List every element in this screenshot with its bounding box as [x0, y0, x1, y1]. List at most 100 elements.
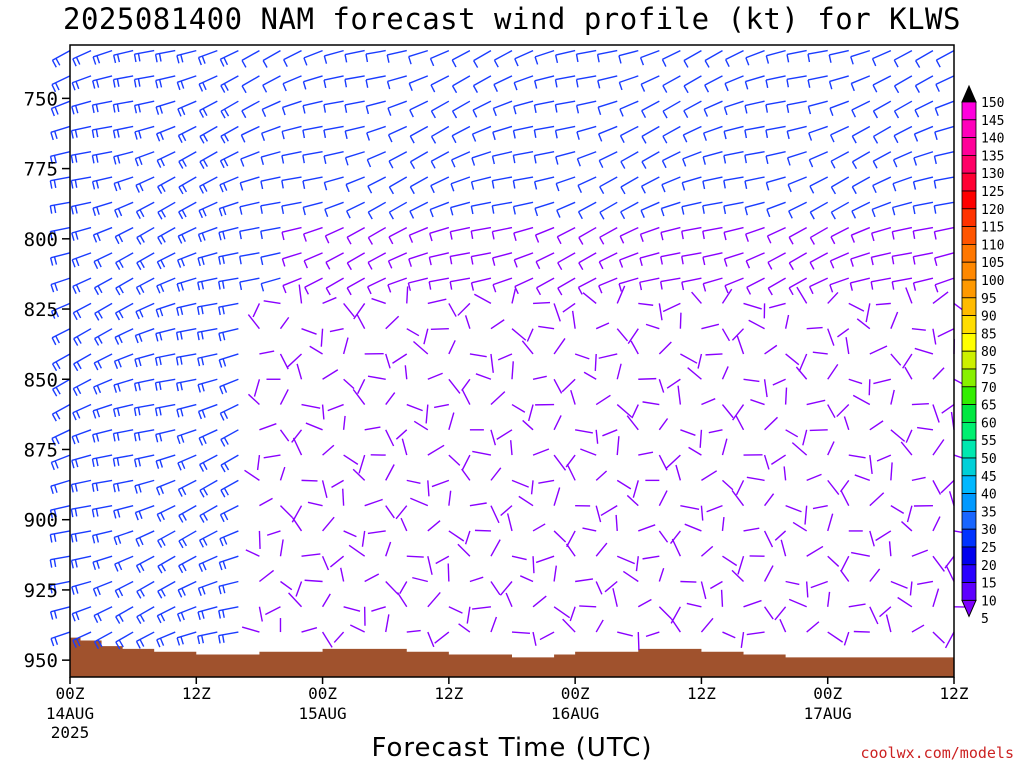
wind-barb [532, 448, 550, 456]
wind-barb [327, 403, 344, 412]
wind-barb [134, 353, 155, 368]
wind-barb [365, 49, 386, 63]
wind-barb [197, 580, 218, 596]
wind-barb [700, 617, 714, 633]
wind-barb [598, 252, 618, 270]
wind-barb [356, 314, 366, 330]
wind-barb [323, 176, 344, 191]
wind-barb [112, 49, 134, 64]
wind-barb [427, 372, 443, 380]
wind-barb [827, 479, 840, 495]
wind-barb [154, 378, 176, 391]
wind-barb [660, 226, 681, 241]
wind-barb [113, 504, 134, 519]
wind-barb [598, 151, 618, 169]
wind-barb [321, 631, 333, 648]
wind-barb [449, 201, 471, 216]
wind-barb [595, 394, 611, 406]
wind-barb [408, 75, 429, 91]
wind-barb [553, 530, 567, 543]
wind-barb [850, 226, 871, 243]
wind-barb [506, 513, 513, 532]
wind-barb [474, 529, 491, 532]
credit-text[interactable]: coolwx.com/models [860, 744, 1014, 762]
wind-barb [788, 252, 808, 271]
wind-barb [553, 338, 566, 355]
wind-barb [91, 454, 113, 467]
wind-barb [723, 201, 744, 215]
wind-barb [70, 201, 92, 215]
wind-barb [891, 252, 913, 265]
wind-barb [763, 454, 770, 470]
wind-barb [155, 100, 176, 115]
wind-barb [429, 201, 450, 218]
wind-barb [870, 277, 891, 290]
wind-barb [49, 252, 71, 266]
wind-barb [791, 442, 808, 456]
wind-barb [599, 176, 618, 195]
x-tick-label: 00Z [561, 684, 590, 703]
wind-barb [430, 100, 450, 119]
wind-barb [199, 454, 218, 472]
wind-barb [155, 125, 176, 142]
wind-barb [197, 226, 218, 243]
wind-barb [527, 404, 534, 422]
wind-barb [279, 389, 289, 405]
wind-barb [595, 581, 603, 595]
colorbar-swatch [961, 475, 977, 494]
wind-barb [430, 151, 450, 169]
wind-barb [406, 403, 423, 412]
wind-barb [157, 201, 176, 220]
wind-barb [427, 631, 435, 648]
wind-barb [677, 385, 682, 405]
wind-barb [196, 302, 218, 315]
wind-barb [279, 505, 293, 519]
wind-barb [406, 286, 409, 304]
wind-barb [295, 581, 303, 597]
wind-barb [850, 75, 871, 92]
wind-barb [135, 631, 155, 649]
wind-barb [343, 378, 355, 390]
colorbar-label: 85 [981, 327, 997, 342]
wind-barb [807, 100, 828, 115]
wind-barb [638, 524, 656, 532]
wind-barb [512, 201, 534, 215]
wind-barb [809, 201, 829, 220]
wind-barb [806, 621, 820, 633]
wind-barb [722, 631, 736, 639]
wind-barb [301, 403, 321, 409]
wind-barb [395, 429, 408, 440]
wind-barb [220, 75, 239, 93]
wind-barb [765, 176, 786, 191]
wind-barb [683, 100, 702, 119]
wind-barb [461, 389, 471, 405]
wind-barb [409, 201, 429, 219]
wind-barb [843, 631, 850, 646]
wind-barb [409, 151, 429, 170]
wind-barb [392, 353, 408, 364]
wind-barb [385, 581, 399, 595]
wind-barb [732, 404, 745, 421]
wind-barb [682, 125, 702, 143]
wind-barb [49, 176, 71, 189]
wind-barb [746, 277, 765, 295]
colorbar-label: 110 [981, 238, 1004, 253]
wind-barb [91, 100, 113, 114]
wind-barb [595, 619, 604, 633]
wind-barb [409, 176, 429, 195]
wind-barb [157, 555, 176, 574]
colorbar-label: 10 [981, 594, 997, 609]
wind-barb [358, 454, 366, 474]
wind-barb [669, 530, 681, 544]
colorbar-label: 25 [981, 541, 997, 556]
wind-barb [740, 631, 745, 648]
wind-barb [599, 226, 618, 245]
wind-barb [346, 252, 366, 271]
wind-barb [427, 591, 441, 608]
wind-barb [809, 429, 828, 432]
wind-barb [239, 176, 260, 191]
wind-barb [913, 125, 934, 142]
wind-barb [566, 530, 576, 548]
colorbar-swatch [961, 528, 977, 548]
wind-barb [430, 327, 449, 331]
